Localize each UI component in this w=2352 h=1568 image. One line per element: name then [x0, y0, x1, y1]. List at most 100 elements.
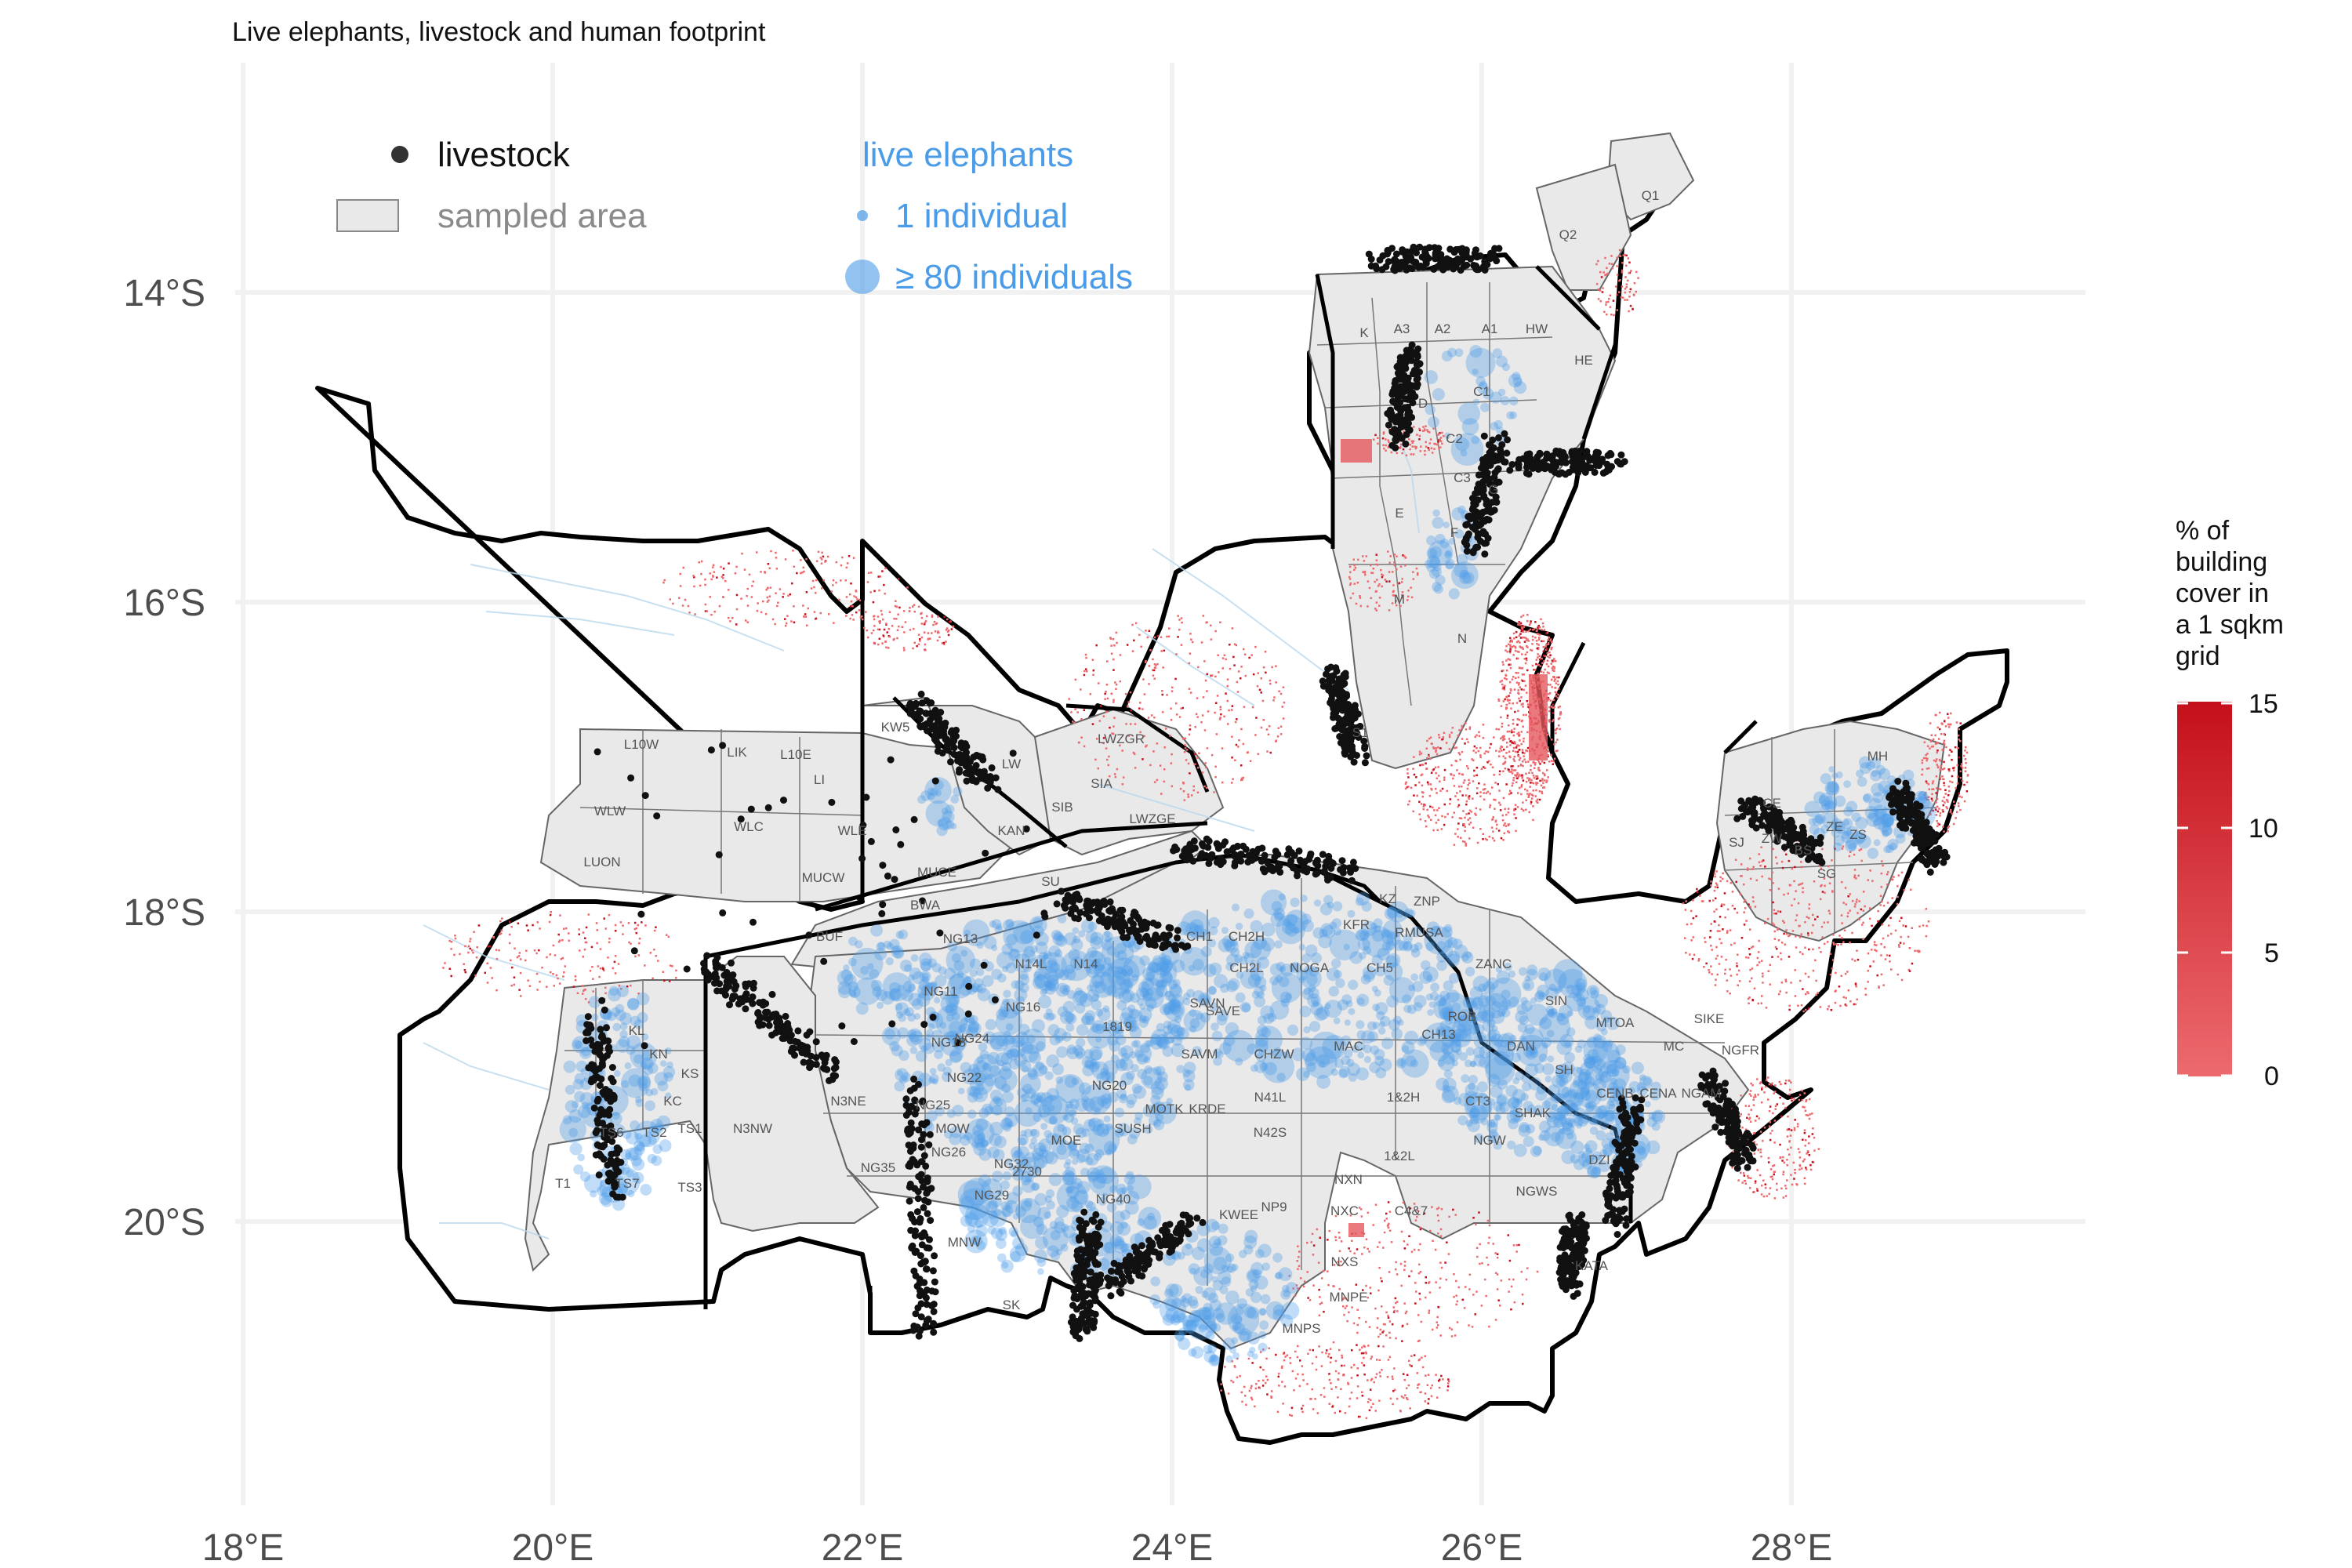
region-label-3: A3 — [1394, 321, 1410, 336]
region-label-87: NG40 — [1096, 1192, 1131, 1207]
region-label-4: A2 — [1435, 321, 1451, 336]
y-tick-14: 14°S — [123, 273, 205, 314]
rivers — [423, 407, 1420, 1240]
x-tick-20: 20°E — [512, 1527, 594, 1568]
region-label-56: NGFR — [1722, 1043, 1759, 1058]
region-label-35: BWA — [910, 898, 941, 913]
colorbar-title-line-3: cover in — [2176, 579, 2269, 608]
region-label-36: SU — [1041, 874, 1060, 889]
region-label-6: HW — [1526, 321, 1548, 336]
region-label-73: CHZW — [1254, 1047, 1294, 1062]
region-label-94: NG16 — [1006, 1000, 1040, 1014]
region-label-99: MOW — [935, 1121, 969, 1136]
region-label-17: S1 — [1352, 725, 1369, 740]
y-tick-18: 18°S — [123, 892, 205, 934]
region-label-66: NGW — [1473, 1133, 1506, 1148]
region-label-114: TS3 — [677, 1180, 702, 1195]
region-label-68: DZI — [1588, 1152, 1610, 1167]
region-label-1: Q2 — [1559, 227, 1577, 242]
region-label-22: KW5 — [881, 720, 910, 735]
region-label-25: SIA — [1091, 776, 1112, 791]
region-label-122: ZE — [1826, 819, 1843, 834]
region-label-62: CENA — [1639, 1086, 1677, 1101]
region-label-48: KZ — [1379, 891, 1396, 906]
region-label-91: SUSH — [1114, 1121, 1151, 1136]
region-label-80: NXC — [1330, 1203, 1359, 1218]
region-label-14: F — [1450, 525, 1458, 540]
region-label-41: N14 — [1073, 956, 1098, 971]
region-label-123: SJ — [1729, 835, 1744, 850]
elephants-legend-max-key — [845, 260, 880, 294]
region-label-118: SK — [1003, 1298, 1021, 1312]
livestock-legend-label: livestock — [437, 136, 571, 174]
region-label-15: M — [1394, 592, 1405, 607]
region-label-109: KC — [663, 1094, 682, 1109]
region-label-100: NG25 — [916, 1098, 950, 1112]
region-label-50: RMUSA — [1395, 925, 1443, 940]
region-label-18: L10W — [624, 737, 659, 752]
region-label-101: NG22 — [947, 1070, 982, 1085]
region-label-70: SAVN — [1189, 996, 1225, 1011]
region-label-74: MAC — [1334, 1039, 1363, 1054]
region-label-106: KL — [629, 1023, 645, 1038]
region-label-71: SAVE — [1206, 1004, 1240, 1018]
region-label-21: LI — [814, 772, 825, 787]
region-label-59: ROB — [1448, 1009, 1477, 1024]
elephants-legend-title: live elephants — [862, 136, 1073, 174]
region-label-96: 2730 — [1012, 1164, 1042, 1179]
region-label-98: NG26 — [931, 1145, 966, 1160]
colorbar-title-line-2: building — [2176, 547, 2267, 577]
sampled-area-legend-label: sampled area — [437, 197, 647, 235]
region-label-10: C2 — [1446, 431, 1463, 446]
region-label-34: MUCE — [917, 865, 956, 880]
colorbar-gradient — [2177, 702, 2232, 1076]
colorbar-title-line-4: a 1 sqkm — [2176, 610, 2284, 640]
region-label-97: NG29 — [975, 1188, 1009, 1203]
region-label-47: KFR — [1343, 917, 1370, 932]
region-label-85: NP9 — [1261, 1200, 1287, 1214]
region-label-76: 1&2H — [1387, 1090, 1421, 1105]
region-label-102: NG24 — [955, 1031, 989, 1046]
region-label-23: LW — [1002, 757, 1021, 771]
region-label-121: ZW — [1762, 831, 1782, 846]
x-tick-22: 22°E — [822, 1527, 904, 1568]
region-label-53: SIN — [1545, 993, 1567, 1008]
region-label-38: NG13 — [943, 931, 978, 946]
y-tick-20: 20°S — [123, 1202, 205, 1243]
region-label-60: SH — [1555, 1062, 1573, 1077]
region-label-26: SIB — [1051, 800, 1073, 815]
region-label-58: DAN — [1507, 1039, 1535, 1054]
region-label-126: ZS — [1849, 827, 1867, 842]
region-label-61: CENB — [1596, 1086, 1633, 1101]
region-label-84: MNPS — [1282, 1321, 1320, 1336]
region-label-89: MOTK — [1145, 1102, 1184, 1116]
livestock-points — [583, 243, 1951, 1342]
region-label-86: KWEE — [1219, 1207, 1258, 1222]
region-label-64: SHAK — [1515, 1105, 1552, 1120]
region-label-33: MUCW — [802, 870, 845, 885]
region-label-30: WLC — [734, 819, 764, 834]
region-label-78: 1&2L — [1384, 1149, 1415, 1163]
region-label-110: TS1 — [677, 1121, 702, 1136]
colorbar-title-line-5: grid — [2176, 641, 2220, 671]
region-label-77: N42S — [1254, 1125, 1287, 1140]
elephants-legend-min-key — [857, 210, 868, 221]
region-label-55: SIKE — [1694, 1011, 1725, 1026]
region-label-92: MOE — [1051, 1133, 1082, 1148]
region-label-105: N3NW — [733, 1121, 772, 1136]
region-label-16: N — [1457, 631, 1467, 646]
region-label-119: MH — [1867, 749, 1888, 764]
region-label-95: NG32 — [994, 1156, 1029, 1171]
region-label-39: NG11 — [924, 984, 957, 999]
region-label-88: 1819 — [1102, 1019, 1132, 1034]
region-label-42: CH1 — [1186, 929, 1213, 944]
region-label-32: LUON — [583, 855, 620, 869]
region-label-125: SG — [1817, 866, 1837, 881]
sampled-areas — [524, 132, 1946, 1350]
y-axis: 14°S 16°S 18°S 20°S — [123, 273, 205, 1243]
region-label-8: C1 — [1473, 384, 1490, 399]
region-label-40: N14L — [1015, 956, 1047, 971]
region-label-54: MTOA — [1596, 1015, 1635, 1030]
x-tick-18: 18°E — [202, 1527, 285, 1568]
region-label-75: N41L — [1254, 1090, 1287, 1105]
